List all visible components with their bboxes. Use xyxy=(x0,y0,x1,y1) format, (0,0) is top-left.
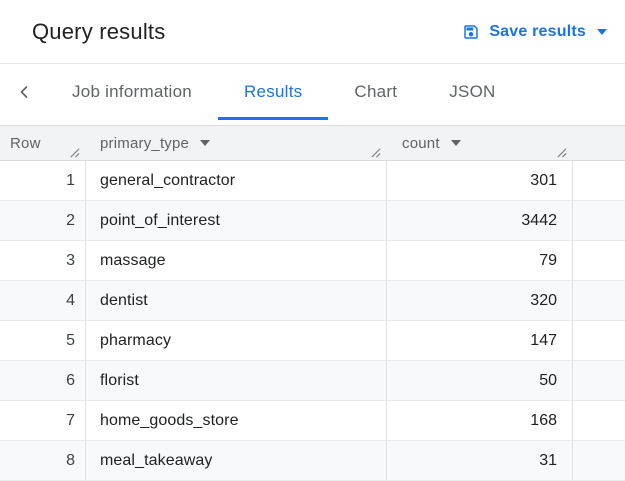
column-header-row: Row xyxy=(0,126,86,160)
count-cell: 320 xyxy=(387,281,573,320)
row-number-cell: 7 xyxy=(0,401,86,440)
filler-cell xyxy=(573,281,625,320)
tab-label: Job information xyxy=(72,82,192,101)
row-number-cell: 1 xyxy=(0,161,86,200)
tabs-scroll-left-button[interactable] xyxy=(2,64,46,120)
table-row: 2 point_of_interest 3442 xyxy=(0,201,625,241)
primary-type-cell: home_goods_store xyxy=(86,401,387,440)
save-icon xyxy=(462,23,480,41)
row-number-cell: 6 xyxy=(0,361,86,400)
column-label: count xyxy=(402,134,440,152)
column-resize-handle[interactable] xyxy=(370,147,381,158)
filler-cell xyxy=(573,441,625,480)
table-row: 1 general_contractor 301 xyxy=(0,161,625,201)
primary-type-cell: florist xyxy=(86,361,387,400)
tab-json[interactable]: JSON xyxy=(423,64,521,120)
primary-type-cell: meal_takeaway xyxy=(86,441,387,480)
column-label: primary_type xyxy=(100,134,190,152)
primary-type-cell: pharmacy xyxy=(86,321,387,360)
column-menu-caret-icon[interactable] xyxy=(450,140,461,146)
tab-label: JSON xyxy=(449,82,496,101)
column-resize-handle[interactable] xyxy=(69,147,80,158)
tab-job-information[interactable]: Job information xyxy=(46,64,218,120)
count-cell: 31 xyxy=(387,441,573,480)
title-bar: Query results Save results xyxy=(0,0,625,63)
row-number-cell: 4 xyxy=(0,281,86,320)
column-header-primary-type[interactable]: primary_type xyxy=(86,126,387,160)
column-resize-handle[interactable] xyxy=(556,147,567,158)
table-row: 7 home_goods_store 168 xyxy=(0,401,625,441)
chevron-left-icon xyxy=(14,82,34,102)
filler-cell xyxy=(573,201,625,240)
column-header-filler xyxy=(573,126,625,160)
row-number-cell: 3 xyxy=(0,241,86,280)
tab-label: Chart xyxy=(354,82,398,101)
column-label: Row xyxy=(10,134,41,152)
count-cell: 147 xyxy=(387,321,573,360)
primary-type-cell: general_contractor xyxy=(86,161,387,200)
table-row: 8 meal_takeaway 31 xyxy=(0,441,625,481)
row-number-cell: 5 xyxy=(0,321,86,360)
filler-cell xyxy=(573,361,625,400)
count-cell: 168 xyxy=(387,401,573,440)
primary-type-cell: massage xyxy=(86,241,387,280)
tab-bar: Job information Results Chart JSON xyxy=(0,63,625,120)
page-title: Query results xyxy=(32,18,166,44)
tab-label: Results xyxy=(243,82,303,101)
filler-cell xyxy=(573,241,625,280)
table-body: 1 general_contractor 301 2 point_of_interest… xyxy=(0,161,625,481)
column-menu-caret-icon[interactable] xyxy=(200,140,211,146)
filler-cell xyxy=(573,161,625,200)
row-number-cell: 2 xyxy=(0,201,86,240)
filler-cell xyxy=(573,321,625,360)
primary-type-cell: point_of_interest xyxy=(86,201,387,240)
table-row: 5 pharmacy 147 xyxy=(0,321,625,361)
row-number-cell: 8 xyxy=(0,441,86,480)
caret-down-icon xyxy=(597,28,607,35)
table-row: 6 florist 50 xyxy=(0,361,625,401)
count-cell: 79 xyxy=(387,241,573,280)
table-header: Row primary_type count xyxy=(0,125,625,161)
count-cell: 3442 xyxy=(387,201,573,240)
count-cell: 50 xyxy=(387,361,573,400)
primary-type-cell: dentist xyxy=(86,281,387,320)
tab-chart[interactable]: Chart xyxy=(328,64,423,120)
filler-cell xyxy=(573,401,625,440)
count-cell: 301 xyxy=(387,161,573,200)
save-results-label: Save results xyxy=(489,22,586,40)
table-row: 4 dentist 320 xyxy=(0,281,625,321)
column-header-count[interactable]: count xyxy=(387,126,573,160)
save-results-button[interactable]: Save results xyxy=(456,19,613,45)
table-row: 3 massage 79 xyxy=(0,241,625,281)
tab-results[interactable]: Results xyxy=(217,64,329,120)
